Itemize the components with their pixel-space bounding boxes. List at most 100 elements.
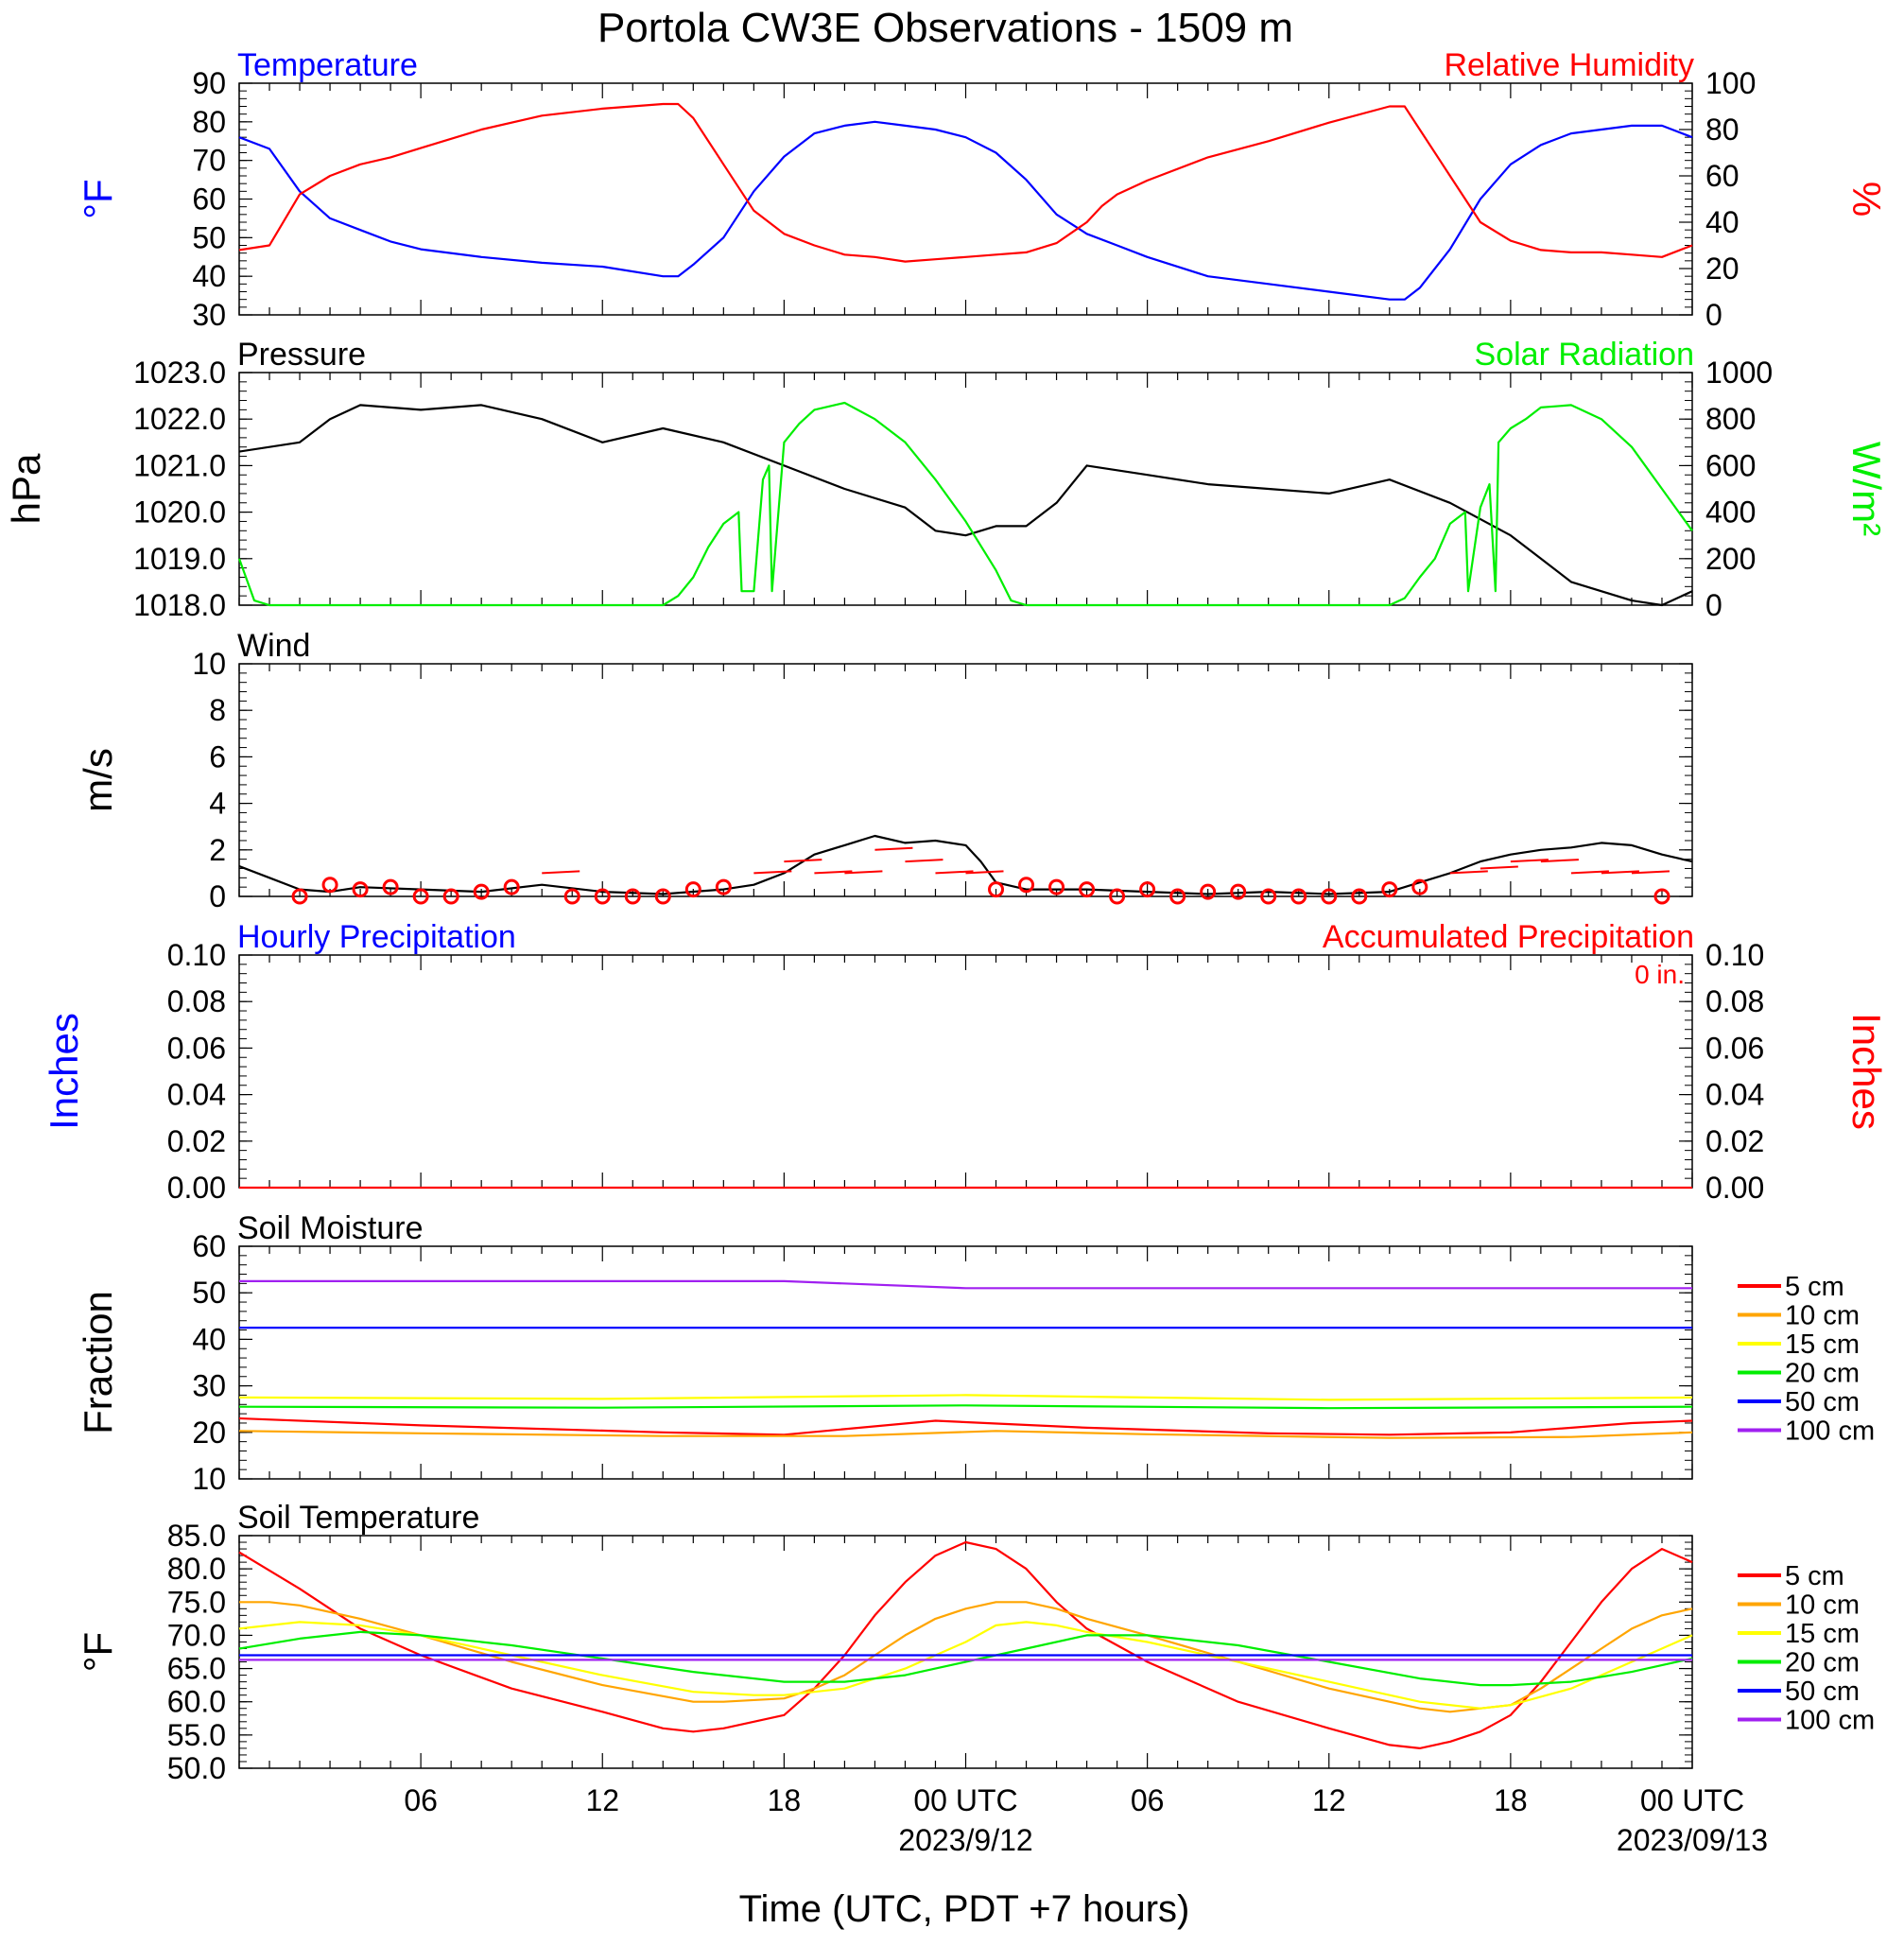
wind-calm-marker (654, 888, 671, 905)
series-line-5-cm (238, 1416, 1693, 1436)
wind-calm-marker (321, 877, 338, 894)
y-right-tick-label: 0 (1705, 298, 1722, 332)
y-right-tick-label: 0.06 (1705, 1031, 1764, 1065)
y-left-tick-label: 0.02 (167, 1124, 226, 1158)
y-left-tick-label: 10 (192, 1462, 226, 1496)
y-left-tick-label: 20 (192, 1416, 226, 1450)
y-left-tick-label: 50 (192, 220, 226, 254)
wind-calm-marker (624, 888, 641, 905)
panel-title-right: Solar Radiation (1475, 337, 1694, 373)
wind-calm-marker (1018, 877, 1035, 894)
x-tick-label: 18 (768, 1783, 802, 1817)
panel-title-right: Relative Humidity (1444, 47, 1694, 83)
wind-calm-marker (684, 881, 701, 898)
y-left-axis-title: m/s (76, 748, 120, 812)
wind-calm-marker (1139, 881, 1156, 898)
y-left-tick-label: 70.0 (167, 1618, 226, 1652)
wind-calm-marker (352, 881, 369, 898)
panel-title-left: Wind (237, 628, 310, 664)
y-left-tick-label: 10 (192, 647, 226, 681)
wind-calm-marker (412, 888, 429, 905)
wind-calm-marker (988, 881, 1005, 898)
y-right-tick-label: 80 (1705, 113, 1740, 147)
y-right-axis-title: W/m² (1844, 442, 1889, 536)
y-left-tick-label: 30 (192, 298, 226, 332)
panel-title-right: Accumulated Precipitation (1323, 919, 1694, 955)
legend-label: 15 cm (1785, 1329, 1860, 1360)
wind-barb (965, 870, 1004, 875)
y-right-tick-label: 600 (1705, 448, 1756, 482)
panel-title-left: Pressure (237, 337, 366, 373)
y-left-axis-title: °F (76, 179, 120, 218)
wind-barb (542, 870, 580, 875)
wind-barb (1601, 870, 1639, 875)
y-left-tick-label: 4 (209, 787, 226, 821)
y-right-tick-label: 800 (1705, 402, 1756, 436)
y-left-tick-label: 0.10 (167, 938, 226, 972)
panel-title-left: Hourly Precipitation (237, 919, 516, 955)
series-line-15-cm (238, 1621, 1693, 1710)
wind-barb (905, 859, 943, 863)
legend-label: 50 cm (1785, 1677, 1860, 1707)
y-right-tick-label: 0 (1705, 588, 1722, 622)
x-tick-label: 00 UTC (1640, 1783, 1744, 1817)
y-left-tick-label: 50.0 (167, 1751, 226, 1785)
legend-label: 100 cm (1785, 1416, 1875, 1447)
y-right-tick-label: 0.10 (1705, 938, 1764, 972)
x-tick-label: 06 (404, 1783, 438, 1817)
y-right-tick-label: 1000 (1705, 356, 1773, 390)
wind-barb (874, 846, 913, 851)
panel-pressure_solar (237, 372, 1693, 607)
wind-calm-marker (442, 888, 459, 905)
y-left-tick-label: 70 (192, 144, 226, 178)
y-left-tick-label: 85.0 (167, 1519, 226, 1553)
y-left-tick-label: 80.0 (167, 1552, 226, 1586)
y-left-tick-label: 50 (192, 1276, 226, 1310)
wind-barb (1449, 870, 1488, 875)
legend-label: 5 cm (1785, 1561, 1844, 1591)
y-left-tick-label: 60.0 (167, 1685, 226, 1719)
y-right-tick-label: 40 (1705, 205, 1740, 239)
x-tick-label: 18 (1494, 1783, 1528, 1817)
y-right-tick-label: 0.00 (1705, 1171, 1764, 1205)
y-left-tick-label: 0.08 (167, 984, 226, 1018)
legend-label: 50 cm (1785, 1387, 1860, 1417)
series-line-100-cm (239, 1279, 1692, 1290)
y-left-tick-label: 1020.0 (133, 495, 226, 530)
plot-frame (238, 954, 1693, 1189)
series-line-10-cm (238, 1430, 1693, 1439)
y-right-axis-title: % (1844, 182, 1889, 217)
wind-barb (1480, 865, 1518, 870)
x-tick-label: 06 (1131, 1783, 1165, 1817)
wind-calm-marker (291, 888, 308, 905)
series-line-20-cm (238, 1630, 1693, 1687)
wind-calm-marker (594, 888, 611, 905)
series-line-solar-radiation (237, 401, 1693, 607)
x-date-label: 2023/09/13 (1617, 1823, 1768, 1857)
y-left-tick-label: 60 (192, 1229, 226, 1263)
wind-calm-marker (1260, 888, 1277, 905)
wind-calm-marker (1411, 878, 1428, 895)
panel-soil_temperature (238, 1535, 1781, 1769)
wind-barb (1631, 870, 1670, 875)
y-left-tick-label: 6 (209, 739, 226, 773)
y-left-tick-label: 80 (192, 105, 226, 139)
y-left-tick-label: 55.0 (167, 1718, 226, 1752)
y-left-tick-label: 40 (192, 1322, 226, 1356)
legend-label: 100 cm (1785, 1706, 1875, 1736)
y-left-tick-label: 8 (209, 693, 226, 727)
y-left-tick-label: 60 (192, 182, 226, 217)
legend-label: 10 cm (1785, 1301, 1860, 1331)
series-line-pressure (238, 404, 1693, 607)
y-right-tick-label: 200 (1705, 542, 1756, 576)
series-line-20-cm (238, 1404, 1693, 1410)
panel-title-left: Soil Moisture (237, 1210, 424, 1246)
x-tick-label: 12 (585, 1783, 619, 1817)
y-left-axis-title: Inches (42, 1013, 86, 1130)
series-line-relative-humidity (238, 102, 1693, 263)
panel-precip (238, 954, 1693, 1190)
wind-calm-marker (473, 883, 490, 900)
wind-barb (844, 870, 883, 875)
y-right-tick-label: 100 (1705, 66, 1756, 100)
series-line-temperature (238, 120, 1693, 301)
